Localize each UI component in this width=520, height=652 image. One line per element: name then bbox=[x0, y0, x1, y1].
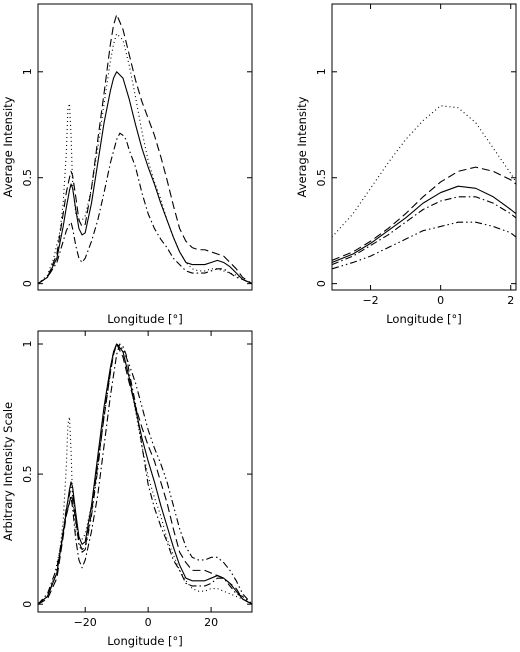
bottom-left-y-axis-label: Arbitrary Intensity Scale bbox=[1, 402, 15, 541]
top-right-ytick-label: 0.5 bbox=[315, 169, 328, 187]
bottom-left-xtick-label: 0 bbox=[145, 616, 152, 629]
top-right-ytick-label: 1 bbox=[315, 68, 328, 75]
bottom-left-panel: 0 0.5 1 −20 0 20 Longitude [°] Arbitrary Intens… bbox=[1, 330, 253, 648]
bottom-left-series-solid-line bbox=[38, 343, 252, 605]
top-right-y-axis-label: Average Intensity bbox=[295, 96, 309, 197]
top-left-series-solid-line bbox=[38, 71, 252, 285]
top-left-ytick-label: 0.5 bbox=[21, 169, 34, 187]
top-left-ytick-label: 1 bbox=[21, 68, 34, 75]
top-right-series-dash-dot-line bbox=[332, 196, 516, 266]
bottom-left-series-dashed-line bbox=[38, 343, 252, 605]
top-left-frame bbox=[37, 3, 253, 291]
top-right-series-dash-dot-dot-line bbox=[332, 221, 516, 270]
bottom-left-xtick-label: 20 bbox=[204, 616, 218, 629]
bottom-left-xtick-label: −20 bbox=[74, 616, 97, 629]
top-right-xtick-label: −2 bbox=[362, 294, 378, 307]
top-right-x-axis-label: Longitude [°] bbox=[386, 312, 462, 326]
top-right-series-solid-line bbox=[332, 185, 516, 263]
bottom-left-ytick-label: 0 bbox=[21, 601, 34, 608]
top-right-ytick-label: 0 bbox=[315, 280, 328, 287]
bottom-left-x-axis-label: Longitude [°] bbox=[107, 634, 183, 648]
bottom-left-ytick-label: 0.5 bbox=[21, 465, 34, 483]
top-left-series-dashed-line bbox=[38, 14, 252, 285]
top-left-series-dash-dot-line bbox=[38, 132, 252, 285]
bottom-left-series-dotted-line bbox=[38, 343, 252, 605]
top-left-y-axis-label: Average Intensity bbox=[1, 96, 15, 197]
bottom-left-series-dash-dot-dot-line bbox=[38, 343, 252, 605]
top-right-xtick-label: 2 bbox=[507, 294, 514, 307]
bottom-left-frame bbox=[37, 330, 253, 613]
top-left-panel: 0 0.5 1 Longitude [°] Average Intensity bbox=[1, 3, 253, 326]
top-right-series-dashed-line bbox=[332, 166, 516, 261]
top-left-series-dotted-line bbox=[38, 33, 252, 285]
top-right-panel: 0 0.5 1 −2 0 2 Longitude [°] Average Intensity bbox=[295, 3, 517, 326]
top-right-series-dotted-line bbox=[332, 105, 516, 238]
bottom-left-ytick-label: 1 bbox=[21, 341, 34, 348]
top-right-frame bbox=[331, 3, 517, 291]
bottom-left-series-dash-dot-line bbox=[38, 343, 252, 605]
top-left-ytick-label: 0 bbox=[21, 280, 34, 287]
top-right-xtick-label: 0 bbox=[437, 294, 444, 307]
top-left-x-axis-label: Longitude [°] bbox=[107, 312, 183, 326]
